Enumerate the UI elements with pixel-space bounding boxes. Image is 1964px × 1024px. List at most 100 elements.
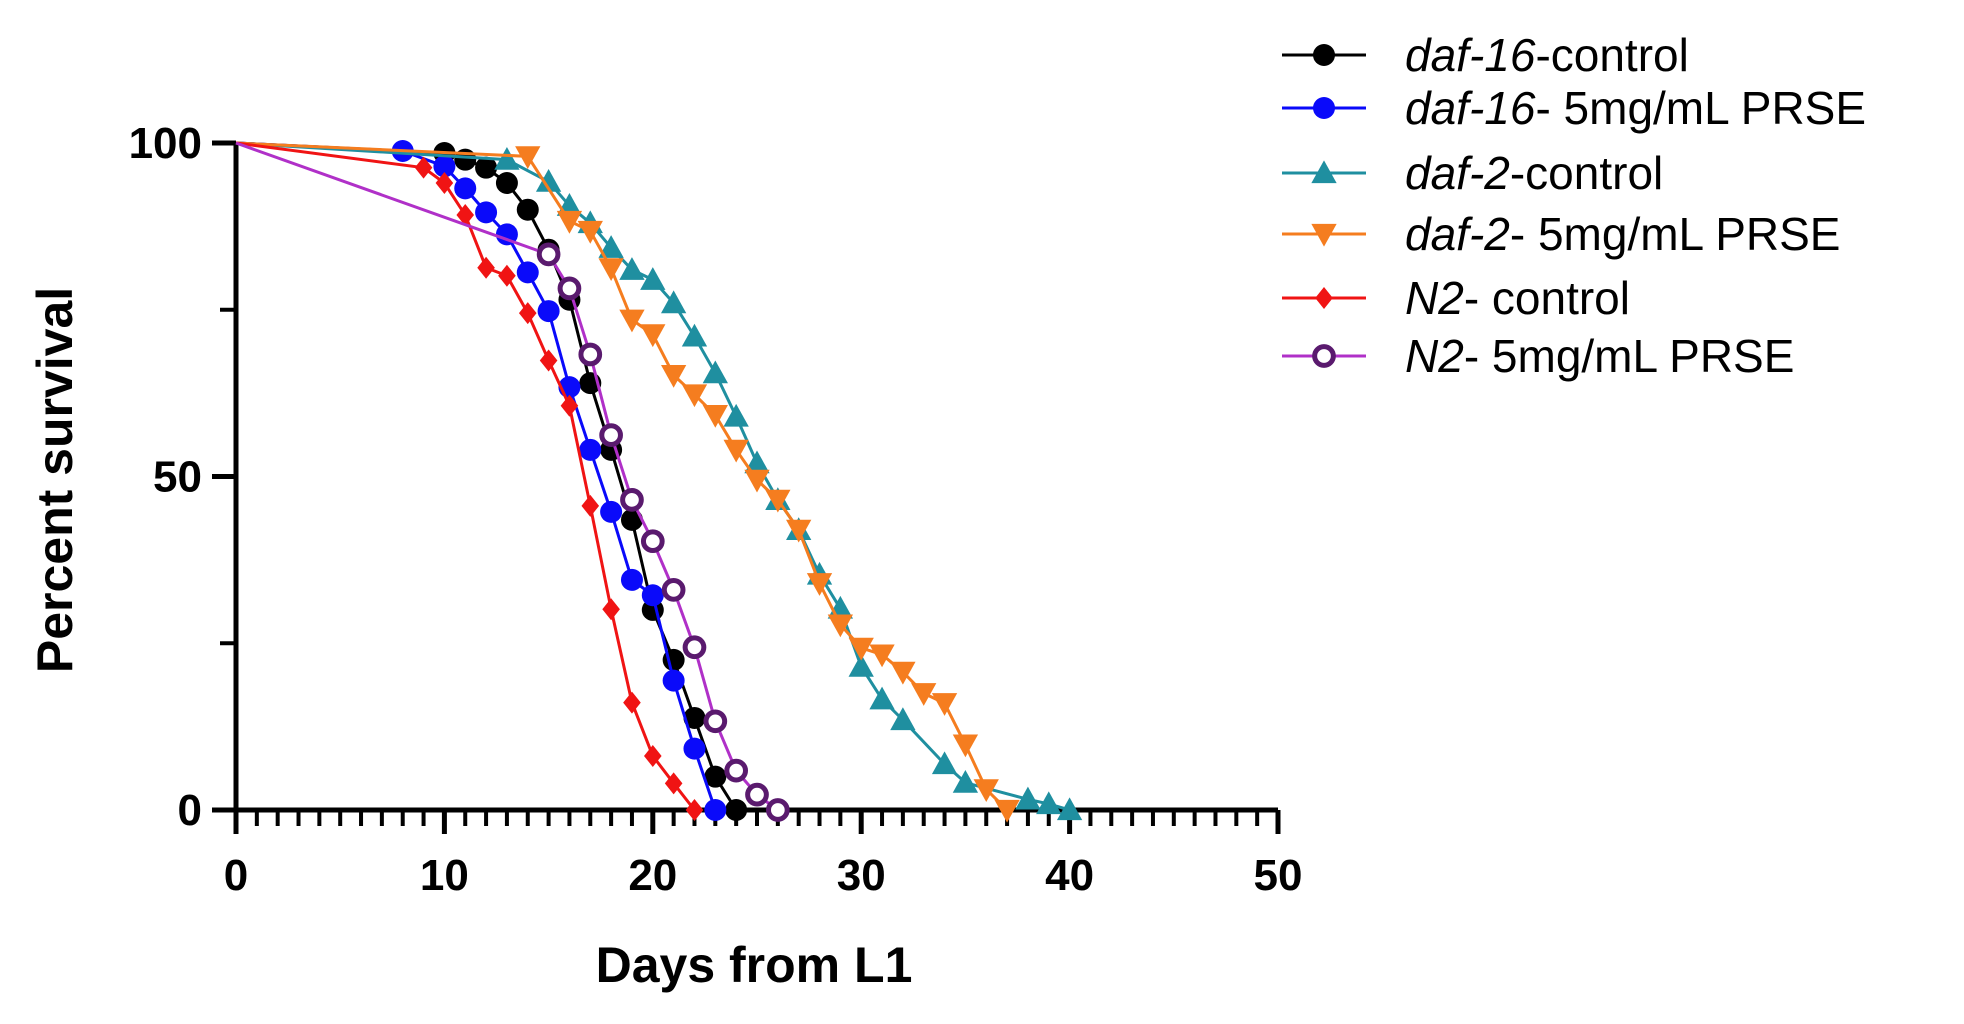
data-point — [765, 489, 791, 513]
legend-label: daf-2- 5mg/mL PRSE — [1405, 208, 1840, 260]
legend-label-italic: daf-2 — [1405, 208, 1510, 260]
x-tick-label: 50 — [1254, 851, 1303, 900]
series-2 — [235, 141, 1083, 821]
legend-label: daf-2-control — [1405, 147, 1663, 199]
legend-label: N2- control — [1405, 272, 1630, 324]
data-point — [994, 799, 1020, 823]
data-point — [539, 349, 558, 372]
data-point — [806, 573, 833, 596]
data-point — [535, 169, 562, 192]
legend-label-italic: N2 — [1405, 272, 1464, 324]
data-point — [475, 201, 498, 224]
x-tick-label: 10 — [420, 851, 469, 900]
legend-label-italic: daf-16 — [1405, 82, 1536, 134]
x-tick-label: 20 — [628, 851, 677, 900]
legend-marker — [1311, 160, 1337, 184]
data-point — [515, 146, 541, 169]
legend-entry: N2- control — [1282, 272, 1630, 324]
series-5 — [235, 141, 790, 822]
data-point — [869, 644, 895, 668]
data-point — [1056, 797, 1083, 821]
x-tick-label: 0 — [224, 851, 248, 900]
data-point — [619, 257, 645, 280]
data-point — [683, 706, 706, 729]
series-1 — [235, 140, 727, 821]
data-point — [619, 309, 645, 333]
data-point — [704, 765, 727, 788]
legend-marker — [1312, 344, 1336, 368]
data-point — [704, 799, 727, 821]
data-point — [577, 220, 603, 244]
series-layer — [235, 140, 1083, 823]
data-point — [702, 405, 728, 428]
data-point — [723, 403, 749, 427]
data-point — [620, 508, 643, 531]
data-point — [681, 384, 708, 408]
legend-label-rest: - control — [1464, 272, 1630, 324]
data-point — [623, 691, 641, 714]
data-point — [952, 734, 979, 758]
data-point — [724, 758, 749, 783]
data-point — [723, 439, 749, 463]
x-tick-label: 40 — [1045, 851, 1094, 900]
legend-entry: daf-2- 5mg/mL PRSE — [1282, 208, 1840, 260]
legend-label: N2- 5mg/mL PRSE — [1405, 330, 1794, 382]
data-point — [620, 568, 643, 591]
x-tick-label: 30 — [837, 851, 886, 900]
legend-entry: daf-16-control — [1282, 29, 1689, 81]
data-point — [931, 693, 958, 716]
series-3 — [235, 141, 1020, 823]
data-point — [644, 744, 662, 767]
data-point — [414, 156, 433, 179]
data-point — [685, 799, 704, 821]
series-4 — [235, 141, 704, 821]
data-point — [744, 469, 770, 493]
data-point — [952, 770, 979, 793]
legend-label-rest: -control — [1535, 29, 1688, 81]
series-0 — [235, 141, 748, 821]
data-point — [973, 779, 999, 802]
data-point — [516, 261, 539, 284]
data-point — [664, 772, 683, 795]
data-point — [848, 653, 874, 677]
data-point — [869, 686, 895, 710]
data-point — [660, 364, 687, 388]
data-point — [456, 204, 475, 227]
data-point — [911, 683, 937, 706]
legend-label-italic: N2 — [1405, 330, 1464, 382]
axes: 0 10 20 30 40 50 0 50 100 — [129, 119, 1303, 900]
data-point — [599, 423, 623, 447]
legend-label-italic: daf-2 — [1405, 147, 1510, 199]
y-tick-label: 100 — [129, 119, 202, 168]
data-point — [681, 323, 708, 347]
data-point — [498, 264, 516, 287]
data-point — [765, 798, 790, 822]
data-point — [640, 267, 666, 290]
data-point — [495, 223, 518, 246]
data-point — [661, 578, 686, 602]
data-point — [725, 799, 748, 821]
data-point — [494, 147, 520, 170]
y-tick-label: 50 — [153, 453, 202, 502]
legend-entry: N2- 5mg/mL PRSE — [1282, 330, 1794, 382]
data-point — [602, 598, 620, 621]
data-point — [827, 614, 854, 638]
data-point — [682, 635, 707, 660]
data-point — [435, 172, 454, 195]
data-point — [890, 661, 916, 685]
data-point — [495, 172, 518, 195]
data-point — [640, 324, 666, 348]
data-point — [620, 487, 644, 512]
data-point — [536, 242, 561, 267]
data-point — [702, 360, 728, 384]
data-point — [557, 276, 582, 301]
data-point — [433, 155, 456, 178]
data-point — [598, 258, 624, 282]
legend-label-rest: -control — [1510, 147, 1663, 199]
data-point — [641, 584, 664, 607]
data-point — [556, 210, 583, 234]
x-axis-title: Days from L1 — [596, 937, 913, 993]
y-tick-label: 0 — [178, 786, 202, 835]
data-point — [660, 290, 687, 314]
